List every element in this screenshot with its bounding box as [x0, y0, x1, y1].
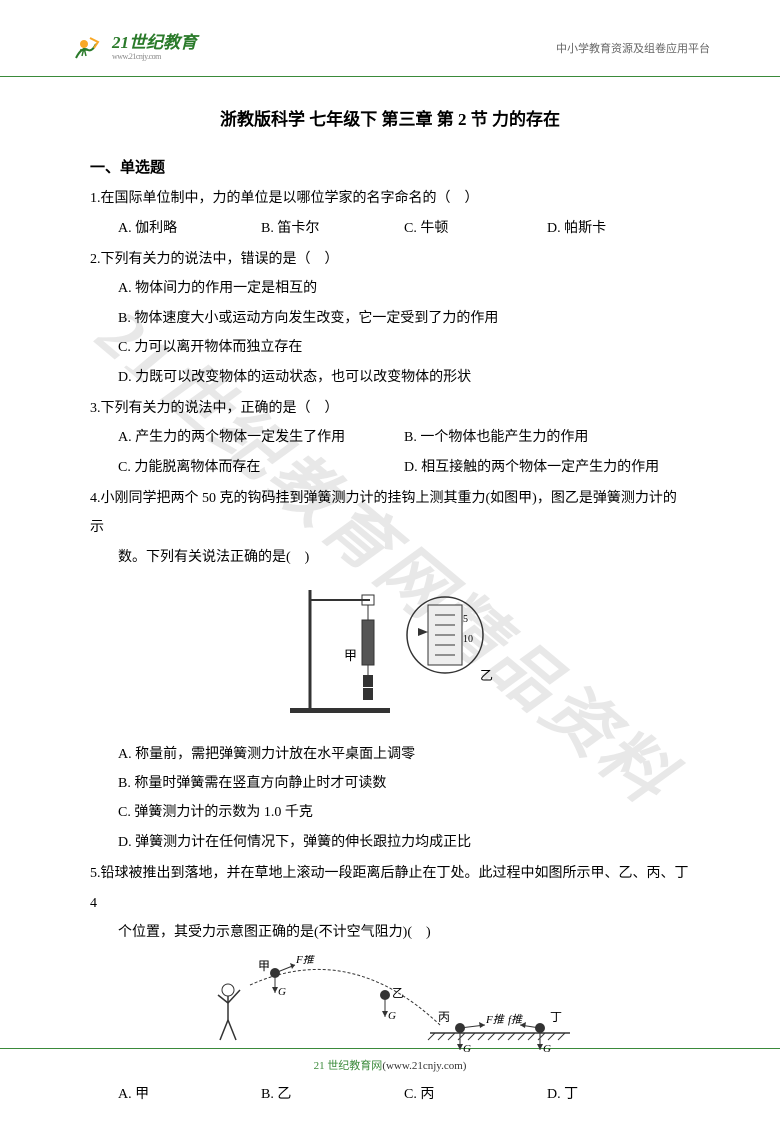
svg-text:G: G [278, 986, 286, 998]
q5-text1: 5.铅球被推出到落地，并在草地上滚动一段距离后静止在丁处。此过程中如图所示甲、乙… [90, 859, 690, 918]
header-right-text: 中小学教育资源及组卷应用平台 [556, 40, 710, 56]
svg-text:G: G [543, 1043, 551, 1055]
q4-opt-c: C. 弹簧测力计的示数为 1.0 千克 [90, 798, 690, 827]
q4-opt-a: A. 称量前，需把弹簧测力计放在水平桌面上调零 [90, 740, 690, 769]
q4-opt-b: B. 称量时弹簧需在竖直方向静止时才可读数 [90, 769, 690, 798]
svg-text:10: 10 [463, 634, 473, 645]
svg-text:甲: 甲 [258, 959, 270, 973]
q5-opt-d: D. 丁 [547, 1080, 690, 1109]
question-4: 4.小刚同学把两个 50 克的钩码挂到弹簧测力计的挂钩上测其重力(如图甲)，图乙… [90, 484, 690, 857]
q2-opt-b: B. 物体速度大小或运动方向发生改变，它一定受到了力的作用 [90, 304, 690, 333]
q1-opt-b: B. 笛卡尔 [261, 214, 404, 243]
svg-text:甲: 甲 [344, 648, 357, 663]
svg-text:丙: 丙 [438, 1010, 450, 1024]
question-3: 3.下列有关力的说法中，正确的是（ ） A. 产生力的两个物体一定发生了作用 B… [90, 394, 690, 482]
q4-figure: 甲 5 10 乙 [90, 572, 690, 739]
q1-opt-c: C. 牛顿 [404, 214, 547, 243]
q1-opt-a: A. 伽利略 [118, 214, 261, 243]
q1-opt-d: D. 帕斯卡 [547, 214, 690, 243]
logo-main-text: 21世纪教育 [112, 34, 197, 53]
logo: 21世纪教育 www.21cnjy.com [70, 30, 197, 66]
q5-opt-c: C. 丙 [404, 1080, 547, 1109]
page-title: 浙教版科学 七年级下 第三章 第 2 节 力的存在 [90, 102, 690, 138]
svg-text:丁: 丁 [550, 1010, 562, 1024]
svg-text:5: 5 [463, 614, 468, 625]
svg-text:F推: F推 [295, 955, 316, 966]
content-area: 浙教版科学 七年级下 第三章 第 2 节 力的存在 一、单选题 1.在国际单位制… [0, 77, 780, 1131]
svg-text:f推: f推 [508, 1013, 524, 1026]
q5-figure: 甲 F推 G 乙 G [90, 947, 690, 1079]
question-1: 1.在国际单位制中，力的单位是以哪位学家的名字命名的（ ） A. 伽利略 B. … [90, 184, 690, 243]
q3-opt-c: C. 力能脱离物体而存在 [118, 453, 404, 482]
q4-text2: 数。下列有关说法正确的是( ) [90, 543, 690, 572]
q2-opt-a: A. 物体间力的作用一定是相互的 [90, 274, 690, 303]
section-header: 一、单选题 [90, 153, 690, 185]
q1-text: 1.在国际单位制中，力的单位是以哪位学家的名字命名的（ ） [90, 184, 690, 213]
q2-opt-d: D. 力既可以改变物体的运动状态，也可以改变物体的形状 [90, 363, 690, 392]
q5-text2: 个位置，其受力示意图正确的是(不计空气阻力)( ) [90, 918, 690, 947]
q3-opt-b: B. 一个物体也能产生力的作用 [404, 423, 690, 452]
q3-opt-a: A. 产生力的两个物体一定发生了作用 [118, 423, 404, 452]
q5-opt-a: A. 甲 [118, 1080, 261, 1109]
svg-text:G: G [388, 1010, 396, 1022]
svg-text:乙: 乙 [392, 986, 404, 1000]
q5-opt-b: B. 乙 [261, 1080, 404, 1109]
logo-icon [70, 30, 106, 66]
q3-text: 3.下列有关力的说法中，正确的是（ ） [90, 394, 690, 423]
q2-text: 2.下列有关力的说法中，错误的是（ ） [90, 245, 690, 274]
q4-opt-d: D. 弹簧测力计在任何情况下，弹簧的伸长跟拉力均成正比 [90, 828, 690, 857]
svg-text:乙: 乙 [480, 668, 493, 683]
page-header: 21世纪教育 www.21cnjy.com 中小学教育资源及组卷应用平台 [0, 0, 780, 77]
question-5: 5.铅球被推出到落地，并在草地上滚动一段距离后静止在丁处。此过程中如图所示甲、乙… [90, 859, 690, 1109]
logo-sub-text: www.21cnjy.com [112, 53, 197, 62]
svg-text:G: G [463, 1043, 471, 1055]
q4-text1: 4.小刚同学把两个 50 克的钩码挂到弹簧测力计的挂钩上测其重力(如图甲)，图乙… [90, 484, 690, 543]
q2-opt-c: C. 力可以离开物体而独立存在 [90, 333, 690, 362]
q3-opt-d: D. 相互接触的两个物体一定产生力的作用 [404, 453, 690, 482]
svg-text:F推: F推 [485, 1013, 506, 1026]
question-2: 2.下列有关力的说法中，错误的是（ ） A. 物体间力的作用一定是相互的 B. … [90, 245, 690, 392]
